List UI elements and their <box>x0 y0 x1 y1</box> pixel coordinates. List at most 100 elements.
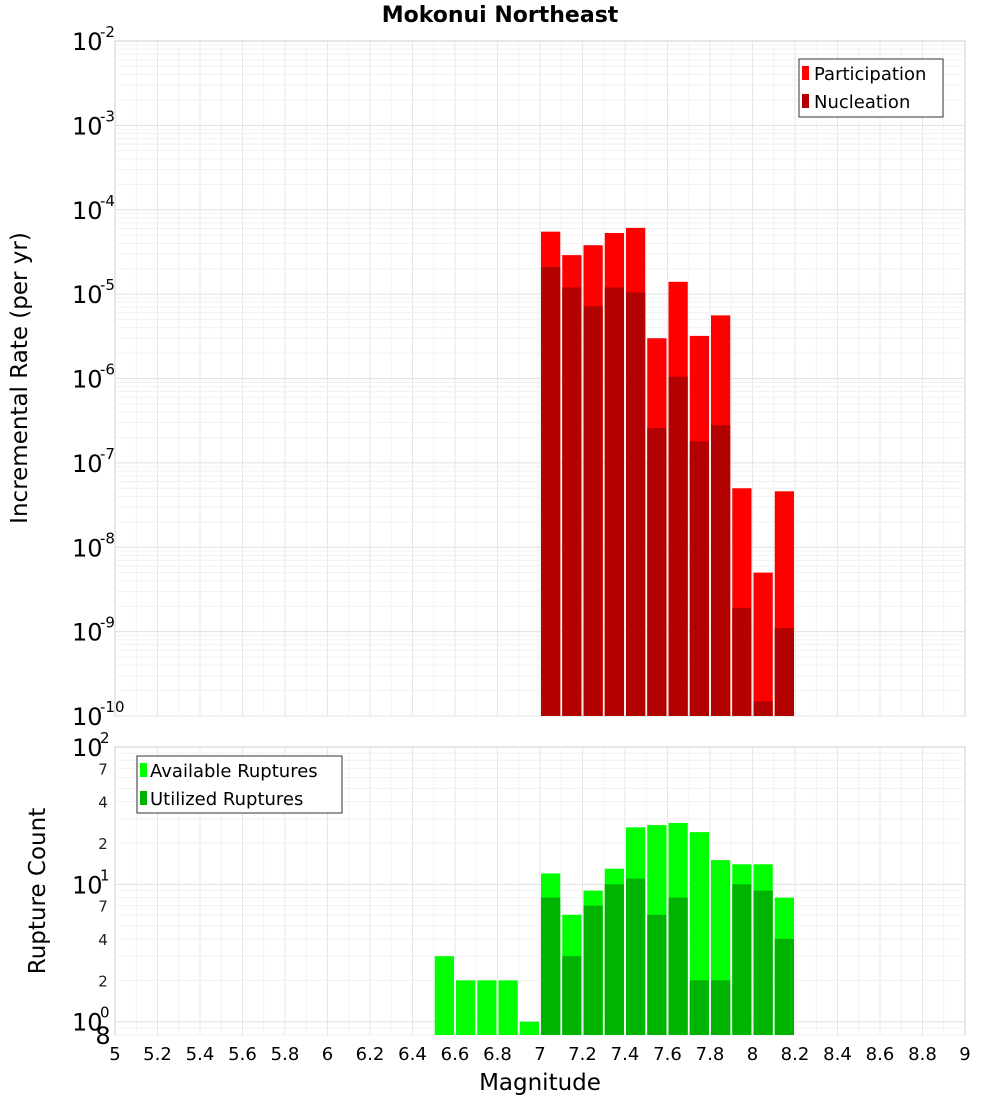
bottom-y-tick-base: 10 <box>72 734 103 762</box>
top-y-tick-base: 10 <box>72 534 103 562</box>
top-y-tick-base: 10 <box>72 619 103 647</box>
x-tick-labels: 5 5.2 5.4 5.6 5.8 6 6.2 6.4 6.6 6.8 7 7.2 7.4 7.6 7.8 8… <box>109 1044 970 1065</box>
bottom-grid <box>115 747 965 1036</box>
top-y-tick-exponent: -8 <box>100 529 115 547</box>
top-y-tick-exponent: -5 <box>100 276 115 294</box>
legend-label-utilized-ruptures: Utilized Ruptures <box>150 789 303 810</box>
bottom-legend: Available Ruptures Utilized Ruptures <box>136 755 343 814</box>
top-legend: Participation Nucleation <box>798 58 944 118</box>
top-y-tick-exponent: -10 <box>100 698 125 716</box>
top-grid <box>115 41 965 717</box>
top-legend-box <box>798 58 944 118</box>
x-tick-label: 7.2 <box>568 1044 597 1065</box>
bottom-bar-available-ruptures <box>477 980 497 1035</box>
bottom-bar-available-ruptures <box>434 956 454 1035</box>
bottom-y-tick-exponent: 1 <box>100 866 110 884</box>
x-tick-label: 6.8 <box>483 1044 512 1065</box>
top-y-tick-exponent: -7 <box>100 445 115 463</box>
top-y-tick-label: 10-7 <box>72 445 115 478</box>
top-y-tick-label: 10-3 <box>72 107 115 140</box>
x-tick-label: 8.2 <box>781 1044 810 1065</box>
top-bar-nucleation <box>647 427 667 716</box>
bottom-y-tick-base: 10 <box>72 871 103 899</box>
bottom-y-axis-label: Rupture Count <box>25 808 51 974</box>
bottom-bar-utilized-ruptures <box>583 905 603 1035</box>
bottom-bar-utilized-ruptures <box>689 980 709 1035</box>
top-bar-nucleation <box>689 441 709 716</box>
top-bar-participation <box>753 572 773 716</box>
x-tick-label: 7 <box>534 1044 545 1065</box>
top-y-tick-label: 10-5 <box>72 276 115 309</box>
bottom-bar-available-ruptures <box>498 980 518 1035</box>
top-bar-nucleation <box>711 425 731 716</box>
x-tick-label: 8.4 <box>823 1044 852 1065</box>
top-y-tick-exponent: -2 <box>100 23 115 41</box>
top-y-tick-label: 10-9 <box>72 614 115 647</box>
top-y-tick-base: 10 <box>72 112 103 140</box>
legend-swatch-participation <box>802 66 809 80</box>
legend-swatch-available-ruptures <box>140 763 147 777</box>
top-y-tick-base: 10 <box>72 197 103 225</box>
x-tick-label: 6 <box>322 1044 333 1065</box>
x-tick-label: 7.8 <box>696 1044 725 1065</box>
bottom-y-minor-tick-label: 4 <box>98 931 108 949</box>
legend-label-nucleation: Nucleation <box>814 92 910 113</box>
bottom-y-minor-tick-label: 8 <box>95 1022 110 1050</box>
x-tick-label: 5.8 <box>271 1044 300 1065</box>
bottom-y-minor-tick-label: 2 <box>98 972 108 990</box>
bottom-bar-utilized-ruptures <box>753 890 773 1035</box>
x-tick-label: 5 <box>109 1044 120 1065</box>
bottom-legend-box <box>136 755 343 814</box>
top-bar-nucleation <box>541 266 561 716</box>
bottom-y-minor-tick-label: 4 <box>98 794 108 812</box>
top-y-tick-exponent: -9 <box>100 614 115 632</box>
top-y-tick-exponent: -3 <box>100 107 115 125</box>
legend-swatch-nucleation <box>802 94 809 108</box>
bottom-bar-utilized-ruptures <box>541 897 561 1035</box>
top-y-tick-exponent: -6 <box>100 361 115 379</box>
x-tick-label: 7.4 <box>611 1044 640 1065</box>
top-y-tick-label: 10-2 <box>72 23 115 56</box>
top-y-tick-base: 10 <box>72 281 103 309</box>
top-y-tick-base: 10 <box>72 703 103 731</box>
x-tick-label: 6.4 <box>398 1044 427 1065</box>
legend-label-participation: Participation <box>814 64 926 85</box>
top-bar-nucleation <box>774 628 794 716</box>
bottom-bar-utilized-ruptures <box>647 914 667 1035</box>
bottom-y-minor-tick-label: 7 <box>98 760 108 778</box>
top-y-tick-label: 10-6 <box>72 361 115 394</box>
legend-swatch-utilized-ruptures <box>140 791 147 805</box>
x-axis-label: Magnitude <box>479 1070 601 1096</box>
top-bar-nucleation <box>562 287 582 716</box>
bottom-bar-utilized-ruptures <box>668 897 688 1035</box>
top-bar-nucleation <box>668 376 688 716</box>
bottom-bar-utilized-ruptures <box>604 884 624 1035</box>
x-tick-label: 5.4 <box>186 1044 215 1065</box>
top-y-tick-base: 10 <box>72 450 103 478</box>
top-bar-nucleation <box>626 292 646 716</box>
top-y-tick-label: 10-10 <box>72 698 125 731</box>
top-y-tick-base: 10 <box>72 366 103 394</box>
x-tick-label: 8.8 <box>908 1044 937 1065</box>
x-tick-label: 5.2 <box>143 1044 172 1065</box>
x-tick-label: 6.6 <box>441 1044 470 1065</box>
bottom-y-tick-label: 102 <box>72 729 110 762</box>
top-bars <box>541 227 794 717</box>
x-tick-label: 8.6 <box>866 1044 895 1065</box>
bottom-bar-utilized-ruptures <box>626 878 646 1035</box>
top-y-tick-label: 10-4 <box>72 192 115 225</box>
x-tick-label: 6.2 <box>356 1044 385 1065</box>
x-tick-label: 9 <box>959 1044 970 1065</box>
bottom-bar-utilized-ruptures <box>562 956 582 1035</box>
top-y-tick-exponent: -4 <box>100 192 115 210</box>
top-y-axis-label: Incremental Rate (per yr) <box>7 232 33 524</box>
x-tick-label: 8 <box>747 1044 758 1065</box>
bottom-bar-available-ruptures <box>519 1021 539 1035</box>
bottom-y-tick-base: 10 <box>72 1009 103 1037</box>
bottom-y-tick-label: 101 <box>72 866 110 899</box>
chart-title: Mokonui Northeast <box>382 3 619 28</box>
